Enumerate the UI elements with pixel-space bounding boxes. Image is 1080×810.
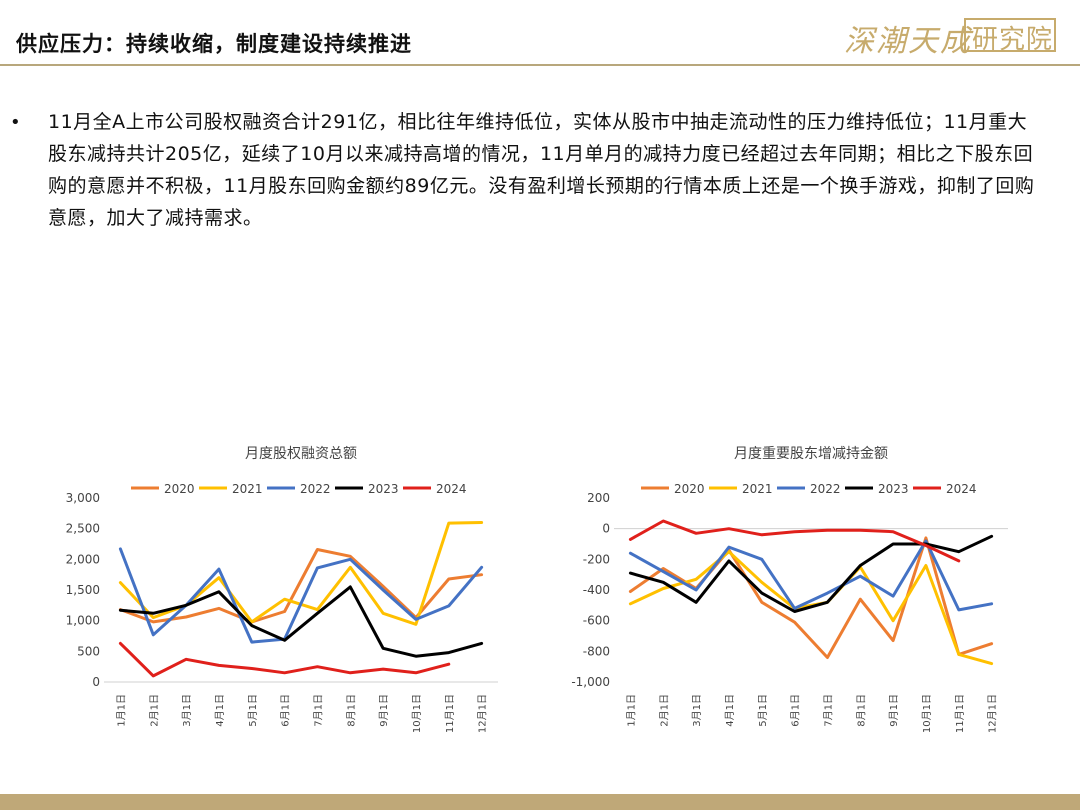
chart1-series-line-2022 [628, 539, 994, 612]
chart0-xtick-label: 1月1日 [115, 694, 127, 727]
chart1-xtick-label: 9月1日 [888, 694, 900, 727]
chart1-xtick-label: 4月1日 [724, 694, 736, 727]
chart1-ytick-label: -200 [583, 552, 610, 566]
chart1-xtick-label: 11月1日 [954, 694, 966, 733]
chart1-xtick-label: 2月1日 [658, 694, 670, 727]
chart1-title: 月度重要股东增减持金额 [734, 446, 888, 462]
chart1-legend-label-2021: 2021 [742, 482, 773, 496]
chart1-xtick-label: 5月1日 [757, 694, 769, 727]
chart0-xtick-label: 7月1日 [312, 694, 324, 727]
chart0-xtick-label: 4月1日 [214, 694, 226, 727]
chart0-ytick-label: 0 [92, 675, 100, 689]
chart0-xtick-label: 11月1日 [444, 694, 456, 733]
header-divider [0, 64, 1080, 66]
chart1-series-line-2023 [628, 534, 994, 613]
chart0-legend-label-2023: 2023 [368, 482, 399, 496]
chart0-xtick-label: 10月1日 [411, 694, 423, 733]
chart1-ytick-label: -800 [583, 644, 610, 658]
logo-text: 深潮天成 [844, 24, 972, 59]
chart1-series-line-2020 [628, 536, 994, 659]
chart1-xtick-label: 3月1日 [691, 694, 703, 727]
equity-financing-chart: 月度股权融资总额 2020 2021 2022 2023 2024 0 500 1,000 1,5… [66, 446, 498, 733]
chart1-legend-label-2023: 2023 [878, 482, 909, 496]
chart0-xtick-label: 5月1日 [247, 694, 259, 727]
bullet-marker: • [10, 112, 21, 133]
chart1-legend-label-2024: 2024 [946, 482, 977, 496]
chart0-ytick-label: 2,500 [66, 522, 100, 536]
chart1-ytick-label: 200 [587, 491, 610, 505]
chart0-xtick-label: 9月1日 [378, 694, 390, 727]
logo-stamp: 研究院 [964, 18, 1056, 55]
chart0-ytick-label: 500 [77, 644, 100, 658]
brand-logo: 深潮天成 研究院 [844, 16, 1056, 59]
chart1-series-line-2024 [628, 519, 961, 563]
header: 供应压力：持续收缩，制度建设持续推进 深潮天成 研究院 [0, 0, 1080, 66]
chart0-series-line-2022 [118, 547, 484, 644]
shareholder-trading-chart: 月度重要股东增减持金额 2020 2021 2022 2023 2024 -1,000 -80… [571, 446, 1008, 733]
chart0-xtick-label: 12月1日 [477, 694, 489, 733]
chart1-ytick-label: -600 [583, 614, 610, 628]
chart0-legend-label-2021: 2021 [232, 482, 263, 496]
chart0-legend-label-2022: 2022 [300, 482, 331, 496]
chart1-ytick-label: -400 [583, 583, 610, 597]
chart0-ytick-label: 1,000 [66, 614, 100, 628]
chart0-xtick-label: 8月1日 [345, 694, 357, 727]
chart0-xtick-label: 2月1日 [148, 694, 160, 727]
chart1-xtick-label: 6月1日 [790, 694, 802, 727]
chart0-legend-label-2024: 2024 [436, 482, 467, 496]
chart1-xtick-label: 10月1日 [921, 694, 933, 733]
footer-bar [0, 794, 1080, 810]
chart1-legend-label-2022: 2022 [810, 482, 841, 496]
chart1-xtick-label: 7月1日 [822, 694, 834, 727]
chart1-xtick-label: 12月1日 [987, 694, 999, 733]
chart0-ytick-label: 2,000 [66, 552, 100, 566]
chart0-xtick-label: 6月1日 [280, 694, 292, 727]
chart1-ytick-label: -1,000 [571, 675, 610, 689]
chart0-series-line-2023 [118, 585, 484, 658]
chart1-legend-label-2020: 2020 [674, 482, 705, 496]
summary-paragraph: 11月全A上市公司股权融资合计291亿，相比往年维持低位，实体从股市中抽走流动性… [48, 111, 1035, 229]
chart0-legend-label-2020: 2020 [164, 482, 195, 496]
page-title: 供应压力：持续收缩，制度建设持续推进 [16, 32, 412, 56]
chart0-series-line-2024 [118, 641, 451, 678]
logo-stamp-text: 研究院 [972, 25, 1054, 55]
chart0-ytick-label: 1,500 [66, 583, 100, 597]
chart1-xtick-label: 8月1日 [855, 694, 867, 727]
chart0-title: 月度股权融资总额 [245, 446, 357, 462]
chart1-xtick-label: 1月1日 [625, 694, 637, 727]
chart0-ytick-label: 3,000 [66, 491, 100, 505]
chart1-ytick-label: 0 [602, 522, 610, 536]
chart0-xtick-label: 3月1日 [181, 694, 193, 727]
